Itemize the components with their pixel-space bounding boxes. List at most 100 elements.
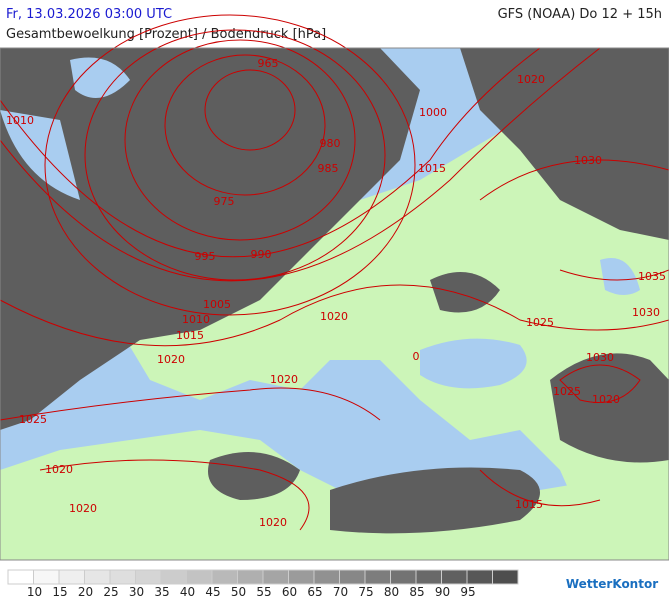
isobar-label: 1030 xyxy=(586,351,614,364)
legend-swatch xyxy=(339,569,366,585)
isobar-label: 1020 xyxy=(517,73,545,86)
cloud xyxy=(330,467,540,534)
map-frame xyxy=(0,47,669,561)
cloud xyxy=(460,48,669,240)
isobar xyxy=(0,284,669,347)
legend-tick-label: 65 xyxy=(307,585,322,599)
isobar-label: 1020 xyxy=(157,353,185,366)
isobar-label: 1025 xyxy=(526,316,554,329)
legend-swatch xyxy=(415,569,442,585)
isobar xyxy=(0,47,601,282)
isobar-label: 1020 xyxy=(69,502,97,515)
isobar xyxy=(479,159,669,201)
sea-gap xyxy=(0,110,80,200)
isobar xyxy=(559,364,641,403)
isobar-label: 0 xyxy=(413,350,420,363)
legend-tick-label: 75 xyxy=(358,585,373,599)
legend-swatch xyxy=(211,569,238,585)
legend-swatch xyxy=(466,569,493,585)
legend-tick-label: 85 xyxy=(409,585,424,599)
legend-swatch xyxy=(186,569,213,585)
legend-swatch xyxy=(58,569,85,585)
cloud xyxy=(430,272,500,313)
cloud xyxy=(0,48,420,430)
isobar-label: 1025 xyxy=(553,385,581,398)
isobar-label: 1015 xyxy=(515,498,543,511)
legend-tick-label: 70 xyxy=(333,585,348,599)
legend-swatch xyxy=(262,569,289,585)
legend-swatch xyxy=(135,569,162,585)
land-europe xyxy=(120,60,669,560)
legend-swatch xyxy=(288,569,315,585)
isobar xyxy=(204,69,296,151)
legend-swatch xyxy=(441,569,468,585)
cloud xyxy=(208,452,300,500)
isobars xyxy=(0,14,669,531)
legend-tick-label: 95 xyxy=(460,585,475,599)
legend-swatch xyxy=(313,569,340,585)
isobar xyxy=(44,14,416,316)
legend-swatch xyxy=(492,569,519,585)
isobar-label: 985 xyxy=(318,162,339,175)
clouds xyxy=(0,48,669,534)
legend-swatch xyxy=(237,569,264,585)
legend-swatch xyxy=(390,569,417,585)
isobar xyxy=(0,387,381,421)
isobar-label: 980 xyxy=(320,137,341,150)
isobar-label: 1030 xyxy=(574,154,602,167)
isobar xyxy=(39,459,310,531)
legend-swatch xyxy=(33,569,60,585)
legend-tick-label: 50 xyxy=(231,585,246,599)
isobar-label: 975 xyxy=(214,195,235,208)
isobar-label: 1015 xyxy=(176,329,204,342)
isobar-label: 1025 xyxy=(19,413,47,426)
legend-swatch xyxy=(84,569,111,585)
legend-tick-label: 80 xyxy=(384,585,399,599)
isobar-label: 1005 xyxy=(203,298,231,311)
isobar-label: 1015 xyxy=(418,162,446,175)
isobar-label: 1020 xyxy=(259,516,287,529)
datetime: Fr, 13.03.2026 03:00 UTC xyxy=(6,7,172,22)
legend-tick-label: 60 xyxy=(282,585,297,599)
legend-tick-label: 25 xyxy=(103,585,118,599)
isobar xyxy=(559,269,669,281)
isobar-labels: 965 1010 980 985 975 995 990 1005 1010 1015 1000 10… xyxy=(6,57,666,529)
legend-tick-label: 45 xyxy=(205,585,220,599)
isobar xyxy=(164,54,326,196)
map: 965 1010 980 985 975 995 990 1005 1010 1015 1000 10… xyxy=(0,14,669,560)
isobar-label: 1010 xyxy=(6,114,34,127)
isobar-label: 1020 xyxy=(270,373,298,386)
black-sea xyxy=(420,338,527,389)
isobar-label: 1035 xyxy=(638,270,666,283)
isobar-label: 995 xyxy=(195,250,216,263)
legend-tick-label: 90 xyxy=(435,585,450,599)
isobar xyxy=(479,469,601,507)
legend-tick-label: 35 xyxy=(154,585,169,599)
legend-swatch xyxy=(109,569,136,585)
legend-tick-label: 20 xyxy=(78,585,93,599)
isobar xyxy=(124,39,356,241)
isobar-label: 1020 xyxy=(320,310,348,323)
sea-gap xyxy=(70,57,130,98)
isobar xyxy=(0,47,541,258)
isobar-label: 1020 xyxy=(592,393,620,406)
legend-swatch xyxy=(364,569,391,585)
model: GFS (NOAA) Do 12 + 15h xyxy=(498,7,662,22)
isobar xyxy=(84,29,386,281)
legend-swatch xyxy=(160,569,187,585)
caspian-sea xyxy=(600,258,640,295)
legend: 10 15 20 25 30 35 40 45 50 55 60 65 70 75 80 85 90 95 xyxy=(7,569,519,599)
isobar-label: 990 xyxy=(251,248,272,261)
isobar-label: 1020 xyxy=(45,463,73,476)
legend-tick-label: 40 xyxy=(180,585,195,599)
legend-swatch xyxy=(7,569,34,585)
legend-tick-label: 30 xyxy=(129,585,144,599)
legend-tick-label: 55 xyxy=(256,585,271,599)
map-title: Gesamtbewoelkung [Prozent] / Bodendruck … xyxy=(6,27,326,42)
brand-logo: WetterKontor xyxy=(566,577,658,591)
legend-tick-label: 15 xyxy=(52,585,67,599)
isobar-label: 1010 xyxy=(182,313,210,326)
isobar-label: 965 xyxy=(258,57,279,70)
